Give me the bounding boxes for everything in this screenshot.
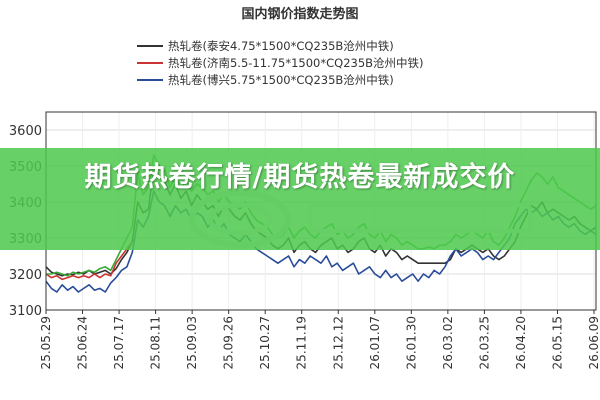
- x-tick-label: 25.09.03: [185, 316, 199, 369]
- y-tick-label: 3200: [9, 268, 42, 283]
- legend-label: 热轧卷(济南5.5-11.75*1500*CQ235B沧州中铁): [168, 56, 424, 70]
- x-tick-label: 26.06.09: [587, 316, 600, 369]
- headline-text: 期货热卷行情/期货热卷最新成交价: [84, 162, 516, 193]
- series-line-1: [45, 241, 133, 281]
- x-tick-label: 25.08.11: [149, 316, 163, 369]
- legend-label: 热轧卷(博兴5.75*1500*CQ235B沧州中铁): [168, 73, 394, 87]
- x-tick-label: 25.11.19: [295, 316, 309, 369]
- x-tick-label: 26.05.15: [550, 316, 564, 369]
- legend-label: 热轧卷(泰安4.75*1500*CQ235B沧州中铁): [168, 39, 394, 53]
- headline-banner: [0, 148, 600, 250]
- x-tick-label: 26.04.20: [514, 316, 528, 369]
- x-tick-label: 25.05.29: [39, 316, 53, 369]
- x-tick-label: 25.07.17: [112, 316, 126, 369]
- x-tick-label: 25.10.27: [258, 316, 272, 369]
- x-tick-label: 26.03.02: [441, 316, 455, 369]
- x-tick-label: 26.01.07: [368, 316, 382, 369]
- x-tick-label: 26.03.25: [477, 316, 491, 369]
- chart-title: 国内钢价指数走势图: [241, 6, 358, 22]
- chart-legend: 热轧卷(泰安4.75*1500*CQ235B沧州中铁) 热轧卷(济南5.5-11.…: [137, 39, 424, 87]
- x-tick-label: 25.06.24: [76, 316, 90, 369]
- y-tick-label: 3600: [9, 124, 42, 139]
- x-tick-label: 26.01.30: [404, 316, 418, 369]
- x-tick-label: 25.09.26: [222, 316, 236, 369]
- x-tick-label: 25.12.12: [331, 316, 345, 369]
- y-tick-label: 3100: [9, 304, 42, 319]
- x-axis: 25.05.29 25.06.24 25.07.17 25.08.11 25.09.03…: [39, 310, 600, 369]
